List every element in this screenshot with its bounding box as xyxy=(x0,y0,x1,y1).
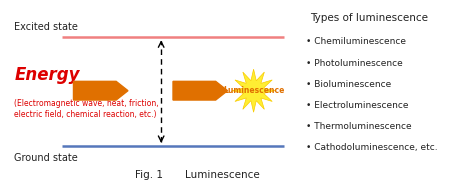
Text: Excited state: Excited state xyxy=(14,22,78,32)
Text: (Electromagnetic wave, heat, friction,
electric field, chemical reaction, etc.): (Electromagnetic wave, heat, friction, e… xyxy=(14,99,159,119)
Text: • Photoluminescence: • Photoluminescence xyxy=(306,59,402,68)
FancyArrow shape xyxy=(173,81,228,100)
Text: • Electroluminescence: • Electroluminescence xyxy=(306,101,408,110)
Text: • Chemiluminescence: • Chemiluminescence xyxy=(306,37,406,46)
Text: Ground state: Ground state xyxy=(14,153,78,163)
Text: Types of luminescence: Types of luminescence xyxy=(310,13,428,23)
Text: • Cathodoluminescence, etc.: • Cathodoluminescence, etc. xyxy=(306,143,438,152)
Polygon shape xyxy=(232,69,275,112)
Text: Luminescence: Luminescence xyxy=(185,170,260,180)
Text: • Bioluminescence: • Bioluminescence xyxy=(306,80,391,89)
FancyArrow shape xyxy=(73,81,128,100)
Text: Luminescence: Luminescence xyxy=(223,86,284,95)
Text: • Thermoluminescence: • Thermoluminescence xyxy=(306,122,411,131)
Text: Energy: Energy xyxy=(14,66,80,84)
Text: Fig. 1: Fig. 1 xyxy=(135,170,163,180)
